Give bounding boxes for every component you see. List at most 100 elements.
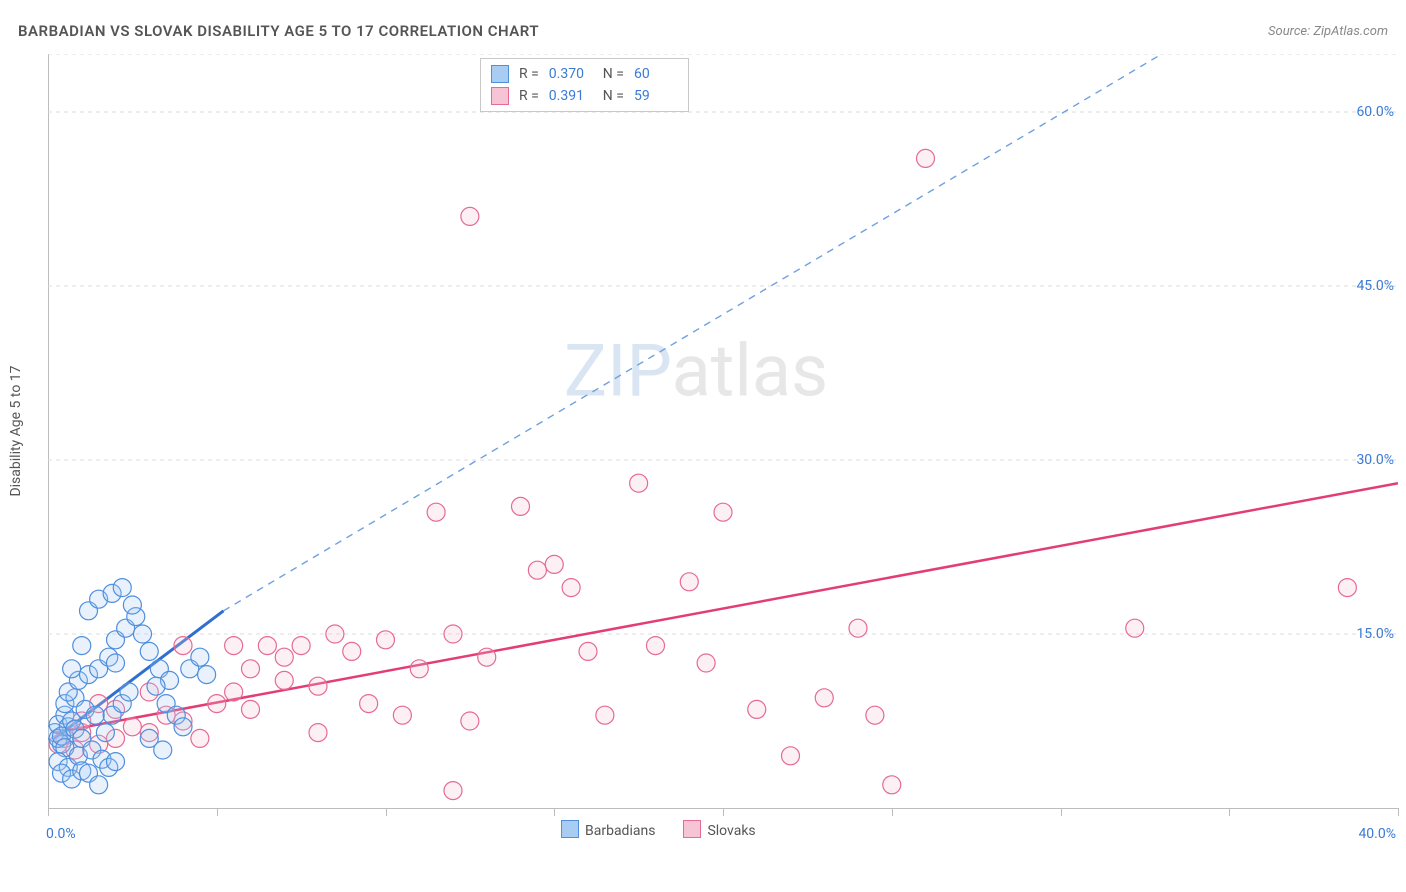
legend-label: Slovaks xyxy=(707,823,755,839)
point-slovaks xyxy=(326,625,344,643)
stats-n-value: 59 xyxy=(634,88,678,104)
series-legend: Barbadians Slovaks xyxy=(561,820,756,839)
point-slovaks xyxy=(174,637,192,655)
y-tick-label: 45.0% xyxy=(1356,278,1394,294)
point-slovaks xyxy=(917,149,935,167)
point-slovaks xyxy=(393,706,411,724)
point-slovaks xyxy=(377,631,395,649)
x-tick xyxy=(1061,808,1062,816)
point-barbadians xyxy=(134,625,152,643)
scatter-plot xyxy=(48,54,1398,808)
point-slovaks xyxy=(630,474,648,492)
y-axis-label: Disability Age 5 to 17 xyxy=(8,365,24,496)
stats-n-label: N = xyxy=(603,66,624,82)
point-barbadians xyxy=(73,637,91,655)
stats-swatch xyxy=(491,87,509,105)
point-slovaks xyxy=(444,625,462,643)
point-slovaks xyxy=(191,729,209,747)
point-barbadians xyxy=(191,648,209,666)
point-slovaks xyxy=(815,689,833,707)
point-slovaks xyxy=(225,683,243,701)
point-slovaks xyxy=(697,654,715,672)
header-bar: BARBADIAN VS SLOVAK DISABILITY AGE 5 TO … xyxy=(18,22,1388,40)
point-barbadians xyxy=(174,718,192,736)
point-slovaks xyxy=(680,573,698,591)
point-slovaks xyxy=(748,700,766,718)
y-tick-label: 60.0% xyxy=(1356,104,1394,120)
stats-r-label: R = xyxy=(519,66,539,82)
point-slovaks xyxy=(360,695,378,713)
source-prefix: Source: xyxy=(1268,24,1313,39)
point-slovaks xyxy=(225,637,243,655)
x-tick xyxy=(723,808,724,816)
x-tick xyxy=(554,808,555,816)
point-slovaks xyxy=(275,671,293,689)
point-slovaks xyxy=(309,677,327,695)
chart-title: BARBADIAN VS SLOVAK DISABILITY AGE 5 TO … xyxy=(18,22,539,40)
point-barbadians xyxy=(154,741,172,759)
point-barbadians xyxy=(96,724,114,742)
point-barbadians xyxy=(113,579,131,597)
x-tick xyxy=(1229,808,1230,816)
point-slovaks xyxy=(1338,579,1356,597)
point-slovaks xyxy=(123,718,141,736)
legend-swatch xyxy=(683,820,701,838)
point-slovaks xyxy=(208,695,226,713)
point-slovaks xyxy=(444,782,462,800)
point-barbadians xyxy=(86,706,104,724)
point-slovaks xyxy=(258,637,276,655)
legend-item: Barbadians xyxy=(561,820,655,839)
point-slovaks xyxy=(242,700,260,718)
point-slovaks xyxy=(1126,619,1144,637)
point-barbadians xyxy=(123,596,141,614)
stats-n-label: N = xyxy=(603,88,624,104)
x-max-label: 40.0% xyxy=(1358,826,1396,842)
source-name: ZipAtlas.com xyxy=(1313,24,1388,39)
x-tick xyxy=(48,808,49,816)
point-slovaks xyxy=(883,776,901,794)
point-slovaks xyxy=(866,706,884,724)
point-slovaks xyxy=(478,648,496,666)
point-slovaks xyxy=(427,503,445,521)
stats-legend-box: R = 0.370 N = 60 R = 0.391 N = 59 xyxy=(480,58,689,112)
point-barbadians xyxy=(147,677,165,695)
point-slovaks xyxy=(596,706,614,724)
point-slovaks xyxy=(579,642,597,660)
stats-r-value: 0.391 xyxy=(549,88,593,104)
point-barbadians xyxy=(198,666,216,684)
point-slovaks xyxy=(849,619,867,637)
point-barbadians xyxy=(63,660,81,678)
legend-swatch xyxy=(561,820,579,838)
source-attribution: Source: ZipAtlas.com xyxy=(1268,24,1388,39)
stats-row: R = 0.391 N = 59 xyxy=(491,85,678,107)
point-slovaks xyxy=(714,503,732,521)
legend-item: Slovaks xyxy=(683,820,755,839)
point-slovaks xyxy=(647,637,665,655)
point-slovaks xyxy=(410,660,428,678)
point-slovaks xyxy=(242,660,260,678)
y-tick-label: 15.0% xyxy=(1356,626,1394,642)
stats-swatch xyxy=(491,65,509,83)
point-slovaks xyxy=(343,642,361,660)
stats-n-value: 60 xyxy=(634,66,678,82)
x-tick xyxy=(1398,808,1399,816)
point-slovaks xyxy=(275,648,293,666)
y-tick-label: 30.0% xyxy=(1356,452,1394,468)
point-barbadians xyxy=(107,753,125,771)
x-origin-label: 0.0% xyxy=(46,826,76,842)
point-slovaks xyxy=(461,712,479,730)
point-slovaks xyxy=(461,207,479,225)
point-slovaks xyxy=(562,579,580,597)
stats-r-value: 0.370 xyxy=(549,66,593,82)
point-slovaks xyxy=(309,724,327,742)
stats-r-label: R = xyxy=(519,88,539,104)
point-slovaks xyxy=(528,561,546,579)
trend-line xyxy=(224,54,1162,611)
point-barbadians xyxy=(120,683,138,701)
point-slovaks xyxy=(545,555,563,573)
x-tick xyxy=(217,808,218,816)
point-slovaks xyxy=(782,747,800,765)
x-tick xyxy=(892,808,893,816)
point-slovaks xyxy=(512,497,530,515)
point-barbadians xyxy=(140,642,158,660)
